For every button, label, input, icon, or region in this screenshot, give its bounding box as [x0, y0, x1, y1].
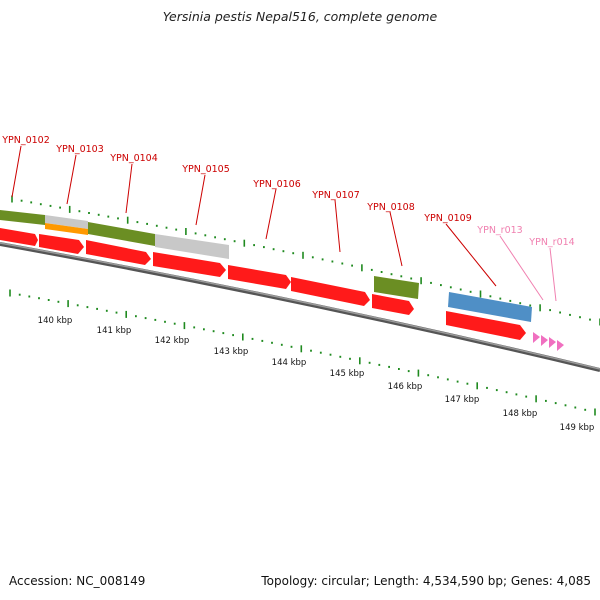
lower-tick-track: [9, 289, 596, 416]
feature-block-gray: [45, 215, 88, 229]
leader-line: [389, 211, 403, 267]
leader-lines: [11, 145, 557, 302]
leader-line: [445, 223, 497, 287]
feature-block-green: [0, 210, 45, 225]
gene-label: YPN_0102: [1, 135, 50, 146]
map-title: Yersinia pestis Nepal516, complete genom…: [162, 9, 438, 24]
genome-backbone-highlight: [0, 242, 600, 370]
leader-line: [125, 163, 133, 214]
leader-line: [11, 145, 22, 198]
scale-label: 143 kbp: [214, 347, 249, 357]
gene-label: YPN_0104: [109, 153, 158, 164]
cds-arrow: [86, 240, 151, 265]
leader-line: [334, 199, 341, 253]
feature-block-blue: [448, 292, 532, 322]
accession-text: Accession: NC_008149: [9, 574, 146, 588]
rna-label: YPN_r014: [528, 237, 574, 248]
gene-labels: YPN_0102 YPN_0103 YPN_0104 YPN_0105 YPN_…: [1, 135, 575, 248]
feature-block-gray: [155, 234, 229, 259]
trna-arrow: [557, 340, 564, 351]
leader-line-rna: [549, 247, 557, 302]
gene-label: YPN_0106: [252, 179, 301, 190]
scale-label: 148 kbp: [503, 409, 538, 419]
scale-label: 140 kbp: [38, 316, 73, 326]
scale-label: 146 kbp: [388, 382, 423, 392]
leader-line-rna: [499, 235, 544, 301]
cds-arrow: [228, 265, 291, 289]
rna-label: YPN_r013: [476, 225, 522, 236]
trna-arrow: [549, 337, 556, 348]
upper-tick-track: [11, 195, 600, 326]
cds-arrow: [0, 228, 38, 246]
scale-label: 147 kbp: [445, 395, 480, 405]
scale-label: 142 kbp: [155, 336, 190, 346]
feature-block-green: [374, 276, 419, 299]
feature-block-green: [88, 222, 155, 246]
scale-labels: 140 kbp 141 kbp 142 kbp 143 kbp 144 kbp …: [38, 316, 595, 433]
leader-line: [66, 154, 77, 205]
leader-line: [265, 188, 277, 240]
trna-arrow: [533, 332, 540, 343]
gene-label: YPN_0109: [423, 213, 472, 224]
scale-label: 141 kbp: [97, 326, 132, 336]
gene-label: YPN_0103: [55, 144, 104, 155]
gene-label: YPN_0108: [366, 202, 415, 213]
gene-label: YPN_0105: [181, 164, 230, 175]
gene-label: YPN_0107: [311, 190, 360, 201]
cds-arrow: [372, 294, 414, 315]
cds-arrow: [291, 277, 370, 306]
scale-label: 149 kbp: [560, 423, 595, 433]
feature-block-orange: [45, 223, 88, 235]
genome-summary-text: Topology: circular; Length: 4,534,590 bp…: [261, 574, 591, 588]
cds-arrow: [39, 234, 84, 254]
leader-line: [195, 174, 206, 226]
genome-backbone: [0, 242, 600, 372]
cds-arrow: [446, 311, 526, 340]
feature-track: [0, 210, 532, 322]
cds-track: [0, 228, 564, 351]
cds-arrow: [153, 252, 226, 277]
trna-arrow: [541, 335, 548, 346]
scale-label: 145 kbp: [330, 369, 365, 379]
scale-label: 144 kbp: [272, 358, 307, 368]
